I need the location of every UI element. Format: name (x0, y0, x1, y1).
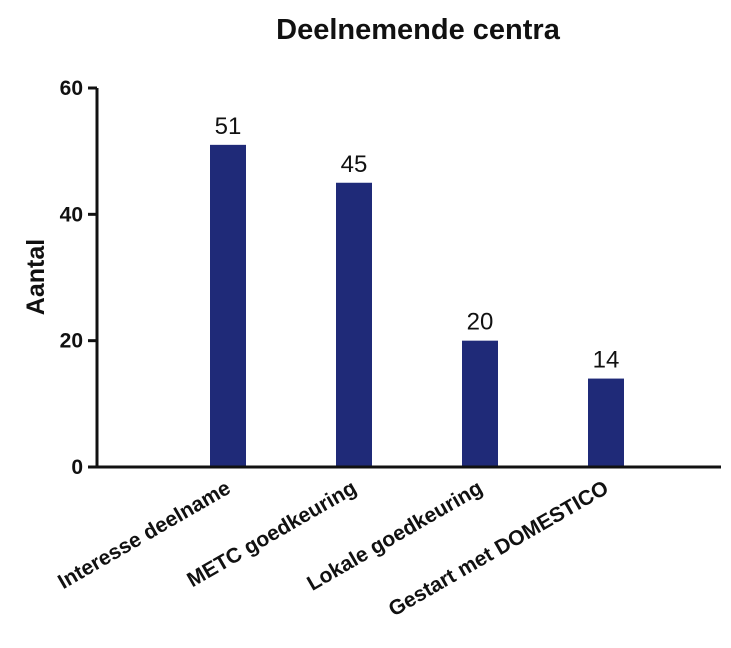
y-axis-label: Aantal (22, 239, 50, 315)
y-tick-label-2: 40 (60, 203, 83, 226)
x-tick-label-3: Gestart met DOMESTICO (385, 476, 613, 621)
y-tick-label-1: 20 (60, 330, 83, 353)
data-labels-group: 51 45 20 14 (215, 113, 620, 374)
data-label-1: 45 (341, 151, 368, 178)
data-label-3: 14 (593, 347, 620, 374)
data-label-2: 20 (467, 309, 494, 336)
y-tick-label-3: 60 (60, 77, 83, 100)
y-tick-label-0: 0 (71, 456, 83, 479)
y-ticks-group: 0 20 40 60 (60, 77, 97, 479)
bar-0 (210, 144, 246, 467)
chart-title: Deelnemende centra (276, 14, 561, 46)
bar-1 (336, 182, 372, 467)
data-label-0: 51 (215, 113, 242, 140)
bar-2 (462, 340, 498, 467)
bars-group (210, 144, 624, 467)
bar-3 (588, 378, 624, 467)
